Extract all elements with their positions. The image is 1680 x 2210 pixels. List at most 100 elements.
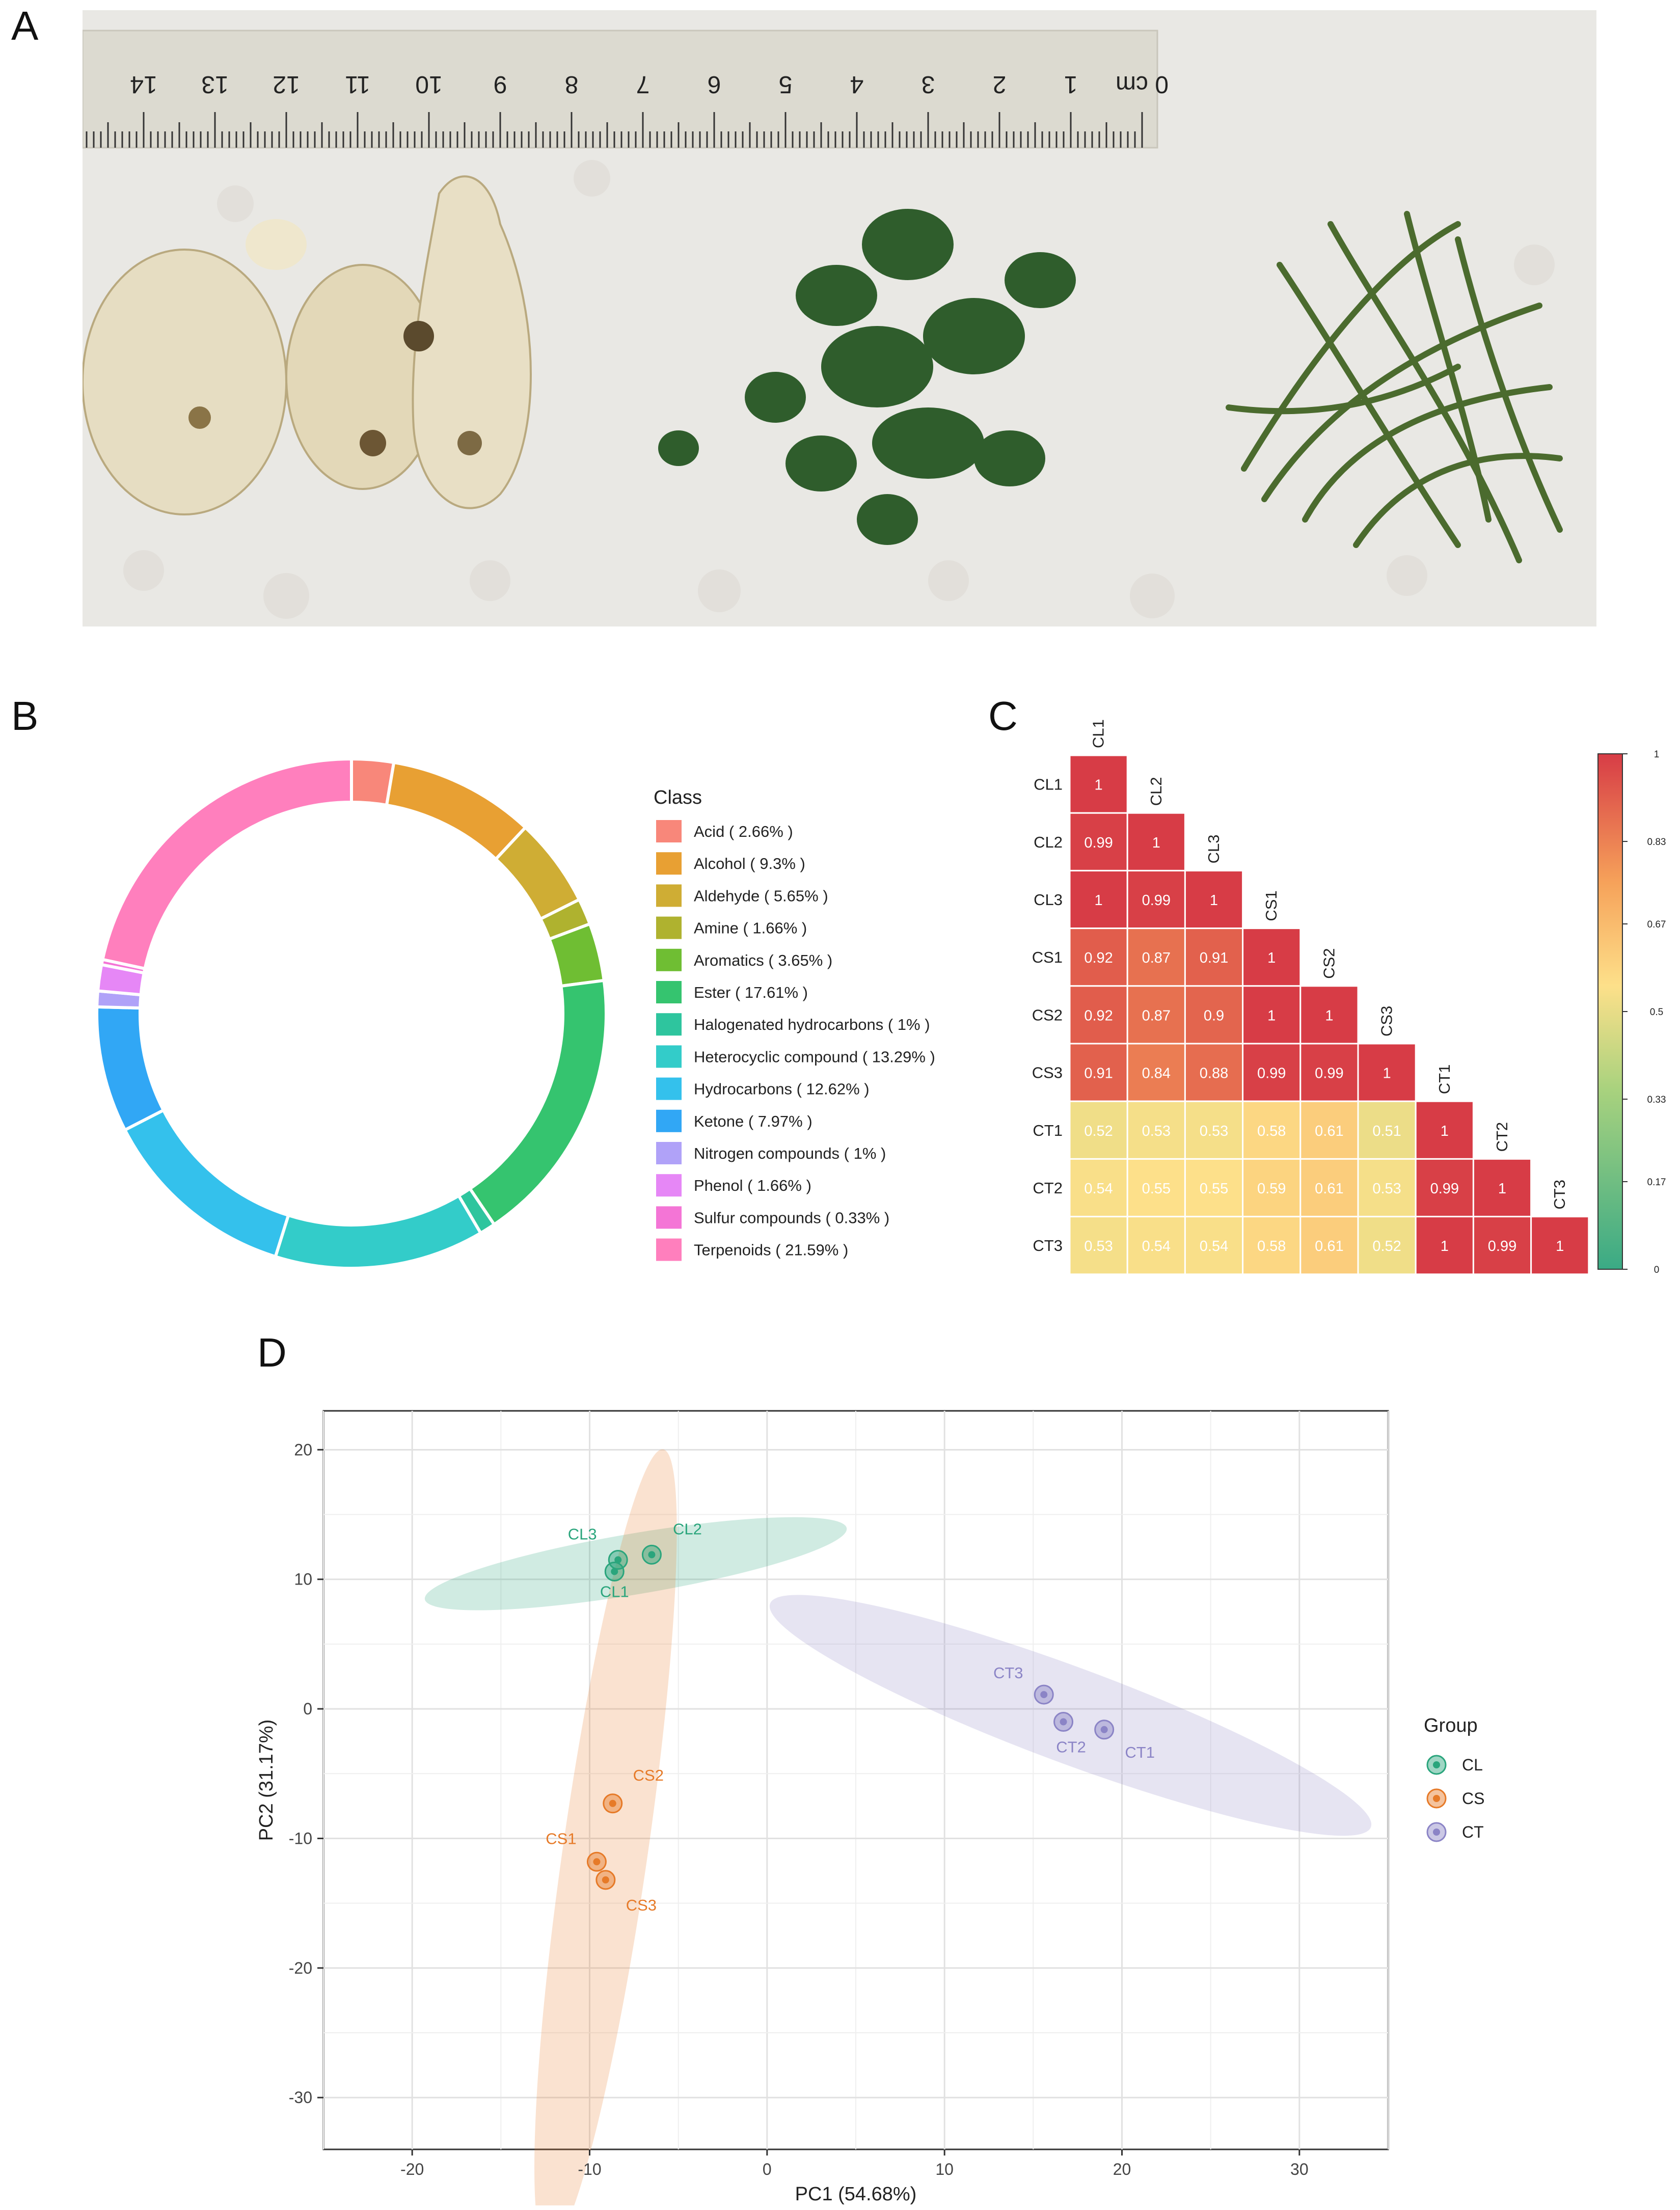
heatmap-value: 0.53 <box>1084 1238 1113 1254</box>
x-tick-label: -10 <box>578 2160 601 2178</box>
ruler-label: 14 <box>130 71 157 98</box>
stem-sample <box>1226 211 1563 563</box>
legend-label: Phenol ( 1.66% ) <box>694 1177 811 1194</box>
heatmap-value: 1 <box>1152 835 1160 851</box>
point-center <box>1040 1691 1048 1699</box>
heatmap-cell <box>1242 1158 1302 1218</box>
legend-label: Aldehyde ( 5.65% ) <box>694 887 828 905</box>
legend-label: CS <box>1462 1789 1484 1808</box>
heatmap-value: 1 <box>1498 1181 1506 1197</box>
heatmap-row-label: CT1 <box>1033 1122 1063 1139</box>
heatmap-column-label: CS3 <box>1378 1006 1396 1036</box>
heatmap-value: 1 <box>1210 892 1218 909</box>
heatmap-cell <box>1126 927 1186 987</box>
heatmap-row-label: CS2 <box>1032 1006 1063 1024</box>
heatmap-value: 0.53 <box>1200 1123 1228 1139</box>
heatmap-value: 0.99 <box>1257 1066 1286 1082</box>
heatmap-row-labels: CL1 CL2 CL3 CS1 CS2 CS3 CT1 CT2 CT3 <box>1032 776 1063 1255</box>
heatmap-value: 0.99 <box>1142 892 1171 909</box>
point-label: CT3 <box>993 1664 1023 1682</box>
x-tick-label: 0 <box>763 2160 772 2178</box>
y-tick-label: 10 <box>294 1570 312 1589</box>
heatmap-value: 0.99 <box>1488 1238 1516 1254</box>
heatmap-value: 0.87 <box>1142 1007 1171 1024</box>
colorbar-tick-label: 0.33 <box>1647 1095 1666 1105</box>
legend-swatch <box>656 1045 682 1068</box>
heatmap-cell <box>1299 1043 1359 1102</box>
ellipse-cs <box>534 1449 677 2205</box>
heatmap-cell <box>1126 1216 1186 1275</box>
colorbar-tick-label: 0.67 <box>1647 919 1666 930</box>
legend-label: CL <box>1462 1756 1483 1774</box>
heatmap-value: 1 <box>1267 950 1276 966</box>
heatmap-cell <box>1069 812 1128 871</box>
heatmap-value: 0.87 <box>1142 950 1171 966</box>
heatmap-cell <box>1357 1216 1417 1275</box>
legend-label: Terpenoids ( 21.59% ) <box>694 1241 848 1259</box>
heatmap-value: 0.52 <box>1084 1123 1113 1139</box>
colorbar <box>1597 753 1623 1270</box>
point-label: CL3 <box>568 1525 597 1543</box>
heatmap-value: 1 <box>1095 777 1103 794</box>
heatmap-value: 0.52 <box>1372 1238 1401 1254</box>
y-tick-label: -30 <box>289 2088 312 2107</box>
y-tick-label: -20 <box>289 1959 312 1977</box>
colorbar-tick-label: 1 <box>1654 749 1660 760</box>
ruler-label: 12 <box>273 71 300 98</box>
donut-slices <box>95 757 608 1270</box>
heatmap-column-label: CT1 <box>1435 1065 1453 1095</box>
legend-swatch <box>656 1174 682 1197</box>
heatmap-cell <box>1126 1158 1186 1218</box>
correlation-heatmap: 10.99 11 0.99 10.92 0.87 0.91 10.92 0.87 0.9 1 10.… <box>1032 719 1666 1275</box>
heatmap-value: 0.54 <box>1142 1238 1171 1254</box>
legend-label: Heterocyclic compound ( 13.29% ) <box>694 1048 935 1066</box>
legend-swatch <box>656 948 682 971</box>
heatmap-value: 0.92 <box>1084 950 1113 966</box>
heatmap-value: 0.91 <box>1084 1066 1113 1082</box>
legend-label: Amine ( 1.66% ) <box>694 919 807 937</box>
legend-label: Sulfur compounds ( 0.33% ) <box>694 1209 889 1226</box>
heatmap-value: 0.61 <box>1315 1123 1343 1139</box>
legend-swatch <box>656 916 682 939</box>
heatmap-cell <box>1299 1216 1359 1275</box>
heatmap-value: 0.55 <box>1200 1181 1228 1197</box>
y-tick-label: 0 <box>303 1700 312 1718</box>
point-label: CT1 <box>1125 1743 1155 1761</box>
legend-marker-center <box>1433 1829 1440 1836</box>
legend-label: Aromatics ( 3.65% ) <box>694 951 832 969</box>
heatmap-row-label: CT2 <box>1033 1179 1063 1197</box>
point-label: CT2 <box>1056 1738 1086 1756</box>
point-label: CS1 <box>546 1830 576 1847</box>
heatmap-value: 1 <box>1441 1123 1449 1139</box>
ruler-label: 4 <box>850 71 864 98</box>
legend-marker-center <box>1433 1761 1440 1768</box>
heatmap-value: 0.53 <box>1142 1123 1171 1139</box>
legend-marker-center <box>1433 1795 1440 1802</box>
heatmap-value: 1 <box>1441 1238 1449 1254</box>
foam-texture <box>123 160 1555 619</box>
colorbar-ticks: 1 0.83 0.67 0.5 0.33 0.17 0 <box>1622 749 1666 1275</box>
pca-legend: CL CS CT <box>1426 1755 1484 1842</box>
heatmap-value: 0.61 <box>1315 1181 1343 1197</box>
heatmap-row-label: CS3 <box>1032 1064 1063 1082</box>
heatmap-value: 1 <box>1267 1007 1276 1024</box>
legend-swatch <box>656 1238 682 1261</box>
legend-label: CT <box>1462 1823 1484 1841</box>
heatmap-value: 1 <box>1383 1066 1391 1082</box>
y-tick-label: -10 <box>289 1829 312 1847</box>
panel-label-c: C <box>988 693 1018 739</box>
heatmap-cell <box>1242 927 1302 987</box>
donut-slice-terpenoids <box>100 757 353 971</box>
heatmap-value: 0.58 <box>1257 1238 1286 1254</box>
pca-legend-title: Group <box>1424 1715 1478 1736</box>
legend-swatch <box>656 1109 682 1132</box>
heatmap-row-label: CL1 <box>1034 776 1063 794</box>
panel-label-d: D <box>257 1330 287 1375</box>
legend-swatch <box>656 1206 682 1229</box>
heatmap-value: 0.92 <box>1084 1007 1113 1024</box>
legend-swatch <box>656 884 682 907</box>
point-center <box>609 1799 616 1807</box>
pca-scatter-plot: CL1 CL2 CL3 CS1 CS2 CS3 CT1 CT2 CT3 -20 -10 0 10 20 3… <box>256 1410 1484 2205</box>
